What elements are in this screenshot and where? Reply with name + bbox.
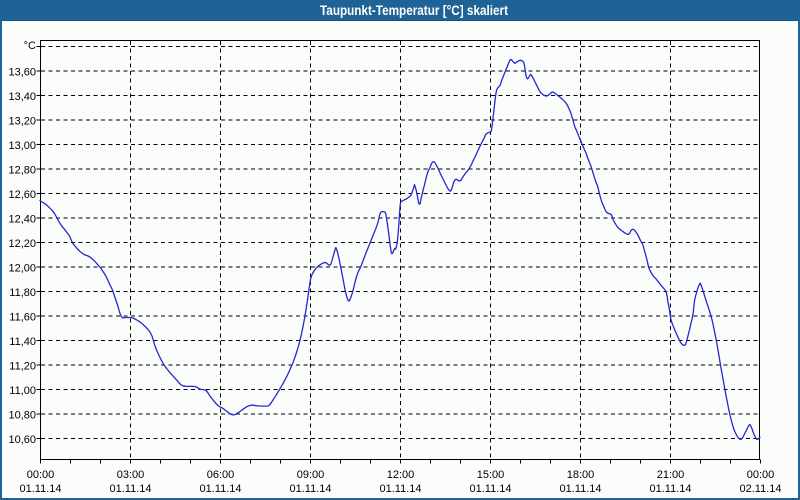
svg-text:12,60: 12,60 bbox=[8, 189, 36, 201]
svg-text:02.11.14: 02.11.14 bbox=[739, 483, 781, 495]
svg-text:01.11.14: 01.11.14 bbox=[379, 483, 421, 495]
svg-text:01.11.14: 01.11.14 bbox=[469, 483, 511, 495]
svg-text:Taupunkt-Temperatur [°C] skali: Taupunkt-Temperatur [°C] skaliert bbox=[320, 3, 508, 18]
svg-text:11,00: 11,00 bbox=[9, 385, 36, 397]
svg-text:11,60: 11,60 bbox=[9, 312, 36, 324]
svg-text:13,00: 13,00 bbox=[8, 140, 36, 152]
svg-text:13,40: 13,40 bbox=[8, 91, 36, 103]
svg-text:11,40: 11,40 bbox=[9, 336, 36, 348]
svg-text:10,60: 10,60 bbox=[8, 434, 36, 446]
svg-text:12,00: 12,00 bbox=[8, 263, 36, 275]
svg-text:12,40: 12,40 bbox=[8, 214, 36, 226]
svg-text:06:00: 06:00 bbox=[207, 469, 235, 481]
svg-text:13,20: 13,20 bbox=[8, 116, 36, 128]
svg-text:15:00: 15:00 bbox=[477, 469, 505, 481]
svg-text:11,20: 11,20 bbox=[9, 361, 36, 373]
svg-text:12:00: 12:00 bbox=[387, 469, 415, 481]
svg-text:21:00: 21:00 bbox=[657, 469, 685, 481]
svg-text:01.11.14: 01.11.14 bbox=[19, 483, 61, 495]
svg-text:01.11.14: 01.11.14 bbox=[649, 483, 691, 495]
svg-text:01.11.14: 01.11.14 bbox=[289, 483, 331, 495]
svg-text:09:00: 09:00 bbox=[297, 469, 325, 481]
svg-text:03:00: 03:00 bbox=[117, 469, 145, 481]
svg-text:12,80: 12,80 bbox=[8, 165, 36, 177]
svg-text:18:00: 18:00 bbox=[567, 469, 595, 481]
svg-text:°C: °C bbox=[24, 40, 36, 52]
svg-text:00:00: 00:00 bbox=[27, 469, 55, 481]
svg-text:11,80: 11,80 bbox=[9, 287, 36, 299]
svg-text:01.11.14: 01.11.14 bbox=[199, 483, 241, 495]
svg-text:10,80: 10,80 bbox=[8, 410, 36, 422]
svg-text:13,60: 13,60 bbox=[8, 67, 36, 79]
svg-text:01.11.14: 01.11.14 bbox=[559, 483, 601, 495]
svg-text:00:00: 00:00 bbox=[747, 469, 775, 481]
svg-text:12,20: 12,20 bbox=[8, 238, 36, 250]
svg-text:01.11.14: 01.11.14 bbox=[109, 483, 151, 495]
